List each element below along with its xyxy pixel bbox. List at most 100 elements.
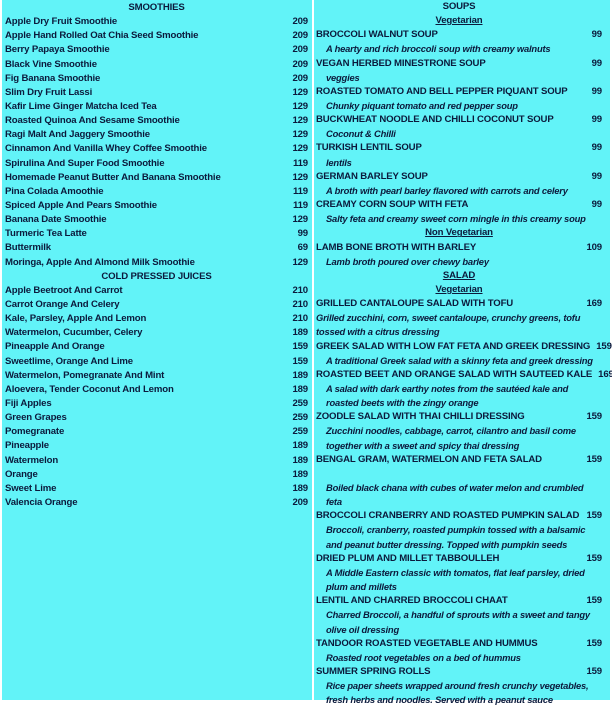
menu-item: Spiced Apple And Pears Smoothie 119 xyxy=(5,199,308,213)
item-name: Black Vine Smoothie xyxy=(5,58,97,70)
menu-item: Banana Date Smoothie 129 xyxy=(5,213,308,227)
item-name: Orange xyxy=(5,468,38,480)
item-name: Banana Date Smoothie xyxy=(5,214,107,226)
item-price: 129 xyxy=(292,86,308,98)
item-price: 259 xyxy=(292,397,308,409)
item-name: Slim Dry Fruit Lassi xyxy=(5,86,93,98)
item-description: lentils xyxy=(326,156,352,168)
item-description: veggies xyxy=(326,71,360,83)
item-price: 159 xyxy=(596,340,612,352)
item-name: Berry Papaya Smoothie xyxy=(5,44,110,56)
menu-item: Sweetlime, Orange And Lime 159 xyxy=(5,355,308,369)
item-name: LAMB BONE BROTH WITH BARLEY xyxy=(316,241,477,253)
menu-item: ROASTED TOMATO AND BELL PEPPER PIQUANT S… xyxy=(316,85,602,99)
item-price: 159 xyxy=(292,355,308,367)
item-price: 129 xyxy=(292,129,308,141)
item-name: Watermelon, Pomegranate And Mint xyxy=(5,369,165,381)
menu-item: Roasted Quinoa And Sesame Smoothie 129 xyxy=(5,114,308,128)
menu-item: GRILLED CANTALOUPE SALAD WITH TOFU 169 xyxy=(316,297,602,311)
item-price: 99 xyxy=(591,170,603,182)
item-price: 159 xyxy=(586,552,602,564)
menu-item: Apple Dry Fruit Smoothie 209 xyxy=(5,15,308,29)
item-price: 119 xyxy=(292,199,308,211)
item-name: Cinnamon And Vanilla Whey Coffee Smoothi… xyxy=(5,143,207,155)
item-price: 169 xyxy=(586,298,602,310)
menu-item: CREAMY CORN SOUP WITH FETA 99 xyxy=(316,198,602,212)
item-price: 129 xyxy=(292,115,308,127)
item-price: 209 xyxy=(292,16,308,28)
menu-item: BROCCOLI CRANBERRY AND ROASTED PUMPKIN S… xyxy=(316,509,602,523)
menu-item: Orange 189 xyxy=(5,468,308,482)
menu-item: ROASTED BEET AND ORANGE SALAD WITH SAUTE… xyxy=(316,368,612,382)
item-description: Chunky piquant tomato and red pepper sou… xyxy=(326,100,518,112)
menu-item: Fiji Apples 259 xyxy=(5,397,308,411)
menu-item: Moringa, Apple And Almond Milk Smoothie 1… xyxy=(5,256,308,270)
item-name: Pineapple And Orange xyxy=(5,341,105,353)
menu-item: ZOODLE SALAD WITH THAI CHILLI DRESSING 15… xyxy=(316,410,602,424)
item-price: 119 xyxy=(292,157,308,169)
item-price: 99 xyxy=(591,142,603,154)
item-description: Grilled zucchini, corn, sweet cantaloupe… xyxy=(316,312,581,338)
menu-item: Spirulina And Super Food Smoothie 119 xyxy=(5,157,308,171)
item-price: 99 xyxy=(591,114,603,126)
item-description: A broth with pearl barley flavored with … xyxy=(326,184,568,196)
item-price: 129 xyxy=(292,143,308,155)
item-description: Lamb broth poured over chewy barley xyxy=(326,255,489,267)
item-name: Sweetlime, Orange And Lime xyxy=(5,355,133,367)
item-name: BUCKWHEAT NOODLE AND CHILLI COCONUT SOUP xyxy=(316,114,554,126)
item-description: Roasted root vegetables on a bed of humm… xyxy=(326,651,521,663)
item-name: Turmeric Tea Latte xyxy=(5,228,87,240)
item-description: Coconut & Chilli xyxy=(326,128,396,140)
menu-item: Kale, Parsley, Apple And Lemon 210 xyxy=(5,312,308,326)
item-price: 99 xyxy=(591,29,603,41)
item-price: 209 xyxy=(292,30,308,42)
menu-item: TANDOOR ROASTED VEGETABLE AND HUMMUS 159 xyxy=(316,637,602,651)
item-name: GREEK SALAD WITH LOW FAT FETA AND GREEK … xyxy=(316,340,591,352)
item-price: 210 xyxy=(292,298,308,310)
menu-item: Aloevera, Tender Coconut And Lemon 189 xyxy=(5,383,308,397)
item-name: ROASTED TOMATO AND BELL PEPPER PIQUANT S… xyxy=(316,85,568,97)
item-price: 129 xyxy=(292,256,308,268)
section-heading: COLD PRESSED JUICES xyxy=(101,270,212,282)
item-price: 99 xyxy=(297,228,309,240)
subsection-heading: Vegetarian xyxy=(435,15,483,27)
item-price: 159 xyxy=(292,341,308,353)
item-name: Ragi Malt And Jaggery Smoothie xyxy=(5,129,150,141)
item-name: Pineapple xyxy=(5,440,49,452)
menu-item: DRIED PLUM AND MILLET TABBOULLEH 159 xyxy=(316,552,602,566)
item-name: Homemade Peanut Butter And Banana Smooth… xyxy=(5,171,221,183)
item-name: VEGAN HERBED MINESTRONE SOUP xyxy=(316,57,486,69)
item-name: SUMMER SPRING ROLLS xyxy=(316,665,431,677)
item-price: 189 xyxy=(292,383,308,395)
item-price: 210 xyxy=(292,284,308,296)
menu-item: Kafir Lime Ginger Matcha Iced Tea 129 xyxy=(5,100,308,114)
item-price: 189 xyxy=(292,440,308,452)
menu-item: Watermelon 189 xyxy=(5,454,308,468)
item-price: 210 xyxy=(292,313,308,325)
menu-item: Carrot Orange And Celery 210 xyxy=(5,298,308,312)
item-name: BROCCOLI CRANBERRY AND ROASTED PUMPKIN S… xyxy=(316,510,580,522)
item-description: A salad with dark earthy notes from the … xyxy=(326,382,569,409)
item-name: Roasted Quinoa And Sesame Smoothie xyxy=(5,115,180,127)
item-description: Charred Broccoli, a handful of sprouts w… xyxy=(326,609,590,635)
menu-item: Apple Hand Rolled Oat Chia Seed Smoothie… xyxy=(5,29,308,43)
menu-item: VEGAN HERBED MINESTRONE SOUP 99 xyxy=(316,57,602,71)
item-name: Spirulina And Super Food Smoothie xyxy=(5,157,165,169)
subsection-heading: Vegetarian xyxy=(435,283,483,295)
item-description: A hearty and rich broccoli soup with cre… xyxy=(326,43,551,55)
item-price: 189 xyxy=(292,369,308,381)
menu-item: Apple Beetroot And Carrot 210 xyxy=(5,284,308,298)
item-name: Valencia Orange xyxy=(5,496,78,508)
item-price: 159 xyxy=(586,411,602,423)
item-name: BROCCOLI WALNUT SOUP xyxy=(316,29,438,41)
spacer xyxy=(316,467,602,481)
menu-item: BUCKWHEAT NOODLE AND CHILLI COCONUT SOUP… xyxy=(316,113,602,127)
item-name: BENGAL GRAM, WATERMELON AND FETA SALAD xyxy=(316,453,542,465)
item-price: 109 xyxy=(586,241,602,253)
menu-item: Sweet Lime 189 xyxy=(5,482,308,496)
menu-item: Turmeric Tea Latte 99 xyxy=(5,227,308,241)
item-price: 189 xyxy=(292,454,308,466)
menu-item: Homemade Peanut Butter And Banana Smooth… xyxy=(5,171,308,185)
item-name: Kafir Lime Ginger Matcha Iced Tea xyxy=(5,100,157,112)
item-price: 189 xyxy=(292,327,308,339)
